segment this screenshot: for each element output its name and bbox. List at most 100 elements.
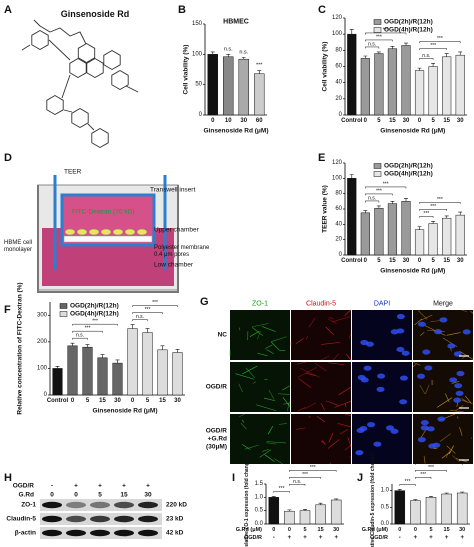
- band: [66, 529, 86, 537]
- western-blot: OGD/R - + + + + G.Rd 0 0 5 15 30 ZO-1 220 kD Claudin-5…: [6, 483, 187, 539]
- significance-bracket: [365, 39, 393, 42]
- x-tick-label: 15: [444, 527, 450, 533]
- bar: [425, 497, 437, 525]
- band: [42, 529, 62, 537]
- bar: [428, 66, 438, 116]
- fiber: [298, 378, 312, 388]
- significance: ***: [437, 36, 443, 42]
- bar: [414, 70, 425, 116]
- error-bar: [226, 54, 231, 57]
- nucleus: [401, 350, 410, 356]
- error-bar: [100, 354, 105, 358]
- legend-label: OGD(2h)/R(12h): [384, 163, 433, 170]
- nucleus: [424, 365, 433, 371]
- x-axis-label: G.Rd (μM): [236, 527, 262, 533]
- y-tick-label: 0: [339, 252, 343, 258]
- bar: [330, 499, 342, 525]
- significance: ***: [302, 472, 308, 478]
- ring: [91, 127, 109, 149]
- y-tick-label: 100: [332, 31, 343, 37]
- significance: ***: [145, 307, 151, 313]
- x-tick-label: 0: [131, 398, 135, 404]
- significance-bracket: [415, 477, 432, 479]
- y-tick-label: 0: [199, 112, 203, 118]
- fiber: [256, 404, 277, 412]
- ring: [69, 57, 87, 79]
- legend-label: OGD(4h)/R(12h): [384, 171, 433, 178]
- molecular-structure: [21, 19, 139, 149]
- fiber: [452, 455, 460, 462]
- significance-bracket: [419, 58, 434, 60]
- micrograph: [230, 310, 290, 360]
- fiber: [339, 429, 349, 435]
- x-tick-label: 0: [364, 258, 368, 264]
- nucleus: [363, 365, 372, 371]
- significance: ***: [376, 34, 382, 40]
- fiber: [287, 402, 290, 411]
- micrograph: [230, 414, 290, 464]
- x-axis-label: OGD/R: [244, 535, 262, 541]
- error-bar: [431, 62, 436, 67]
- band: [90, 515, 110, 523]
- fiber: [261, 326, 276, 332]
- y-axis-label: Cell viability (%): [183, 45, 190, 95]
- y-tick-label: 0.5: [255, 508, 264, 514]
- fiber: [349, 456, 352, 458]
- x-tick-label: 10: [225, 118, 232, 124]
- y-axis-label: TEER value (%): [322, 185, 329, 233]
- treatment-value: 5: [98, 492, 102, 499]
- fiber: [327, 318, 337, 325]
- nucleus: [417, 437, 426, 443]
- band-name: ZO-1: [21, 502, 36, 509]
- condition-label: NC: [218, 332, 228, 339]
- ring: [31, 29, 49, 51]
- error-bar: [413, 499, 418, 501]
- nucleus: [355, 450, 364, 456]
- legend-swatch: [373, 19, 382, 25]
- fiber: [267, 426, 274, 435]
- fiber: [412, 363, 417, 368]
- micrograph: [291, 310, 351, 360]
- nucleus: [449, 377, 458, 383]
- treatment-value: 15: [120, 492, 128, 499]
- significance: ***: [423, 211, 429, 217]
- panel-label: H: [4, 472, 12, 484]
- significance: ***: [428, 465, 434, 471]
- band-size: 220 kD: [166, 502, 187, 509]
- significance-bracket: [365, 200, 380, 203]
- fiber: [268, 389, 275, 400]
- cell-monolayer: [64, 228, 148, 236]
- x-tick-label: 15: [443, 118, 450, 124]
- nucleus: [462, 329, 471, 335]
- error-bar: [444, 215, 449, 219]
- error-bar: [318, 502, 323, 505]
- significance-bracket: [132, 305, 178, 308]
- channel-header: Merge: [433, 301, 453, 308]
- fiber: [433, 447, 438, 450]
- fiber: [436, 397, 453, 408]
- y-tick-label: 50: [195, 82, 202, 88]
- bar: [387, 48, 398, 116]
- fiber: [441, 451, 451, 459]
- micrograph: [291, 414, 351, 464]
- fiber: [327, 439, 340, 449]
- fiber: [423, 455, 426, 465]
- fiber: [257, 352, 268, 357]
- error-bar: [160, 345, 165, 350]
- x-axis-label: OGD/R: [370, 535, 388, 541]
- y-tick-label: 100: [37, 365, 48, 371]
- x-tick-label: 0: [398, 527, 401, 533]
- fiber: [305, 372, 316, 377]
- band-size: 23 kD: [166, 516, 184, 523]
- significance: ***: [152, 300, 158, 306]
- fiber: [446, 445, 456, 454]
- fiber: [265, 442, 277, 445]
- bar: [414, 229, 425, 256]
- bar: [456, 492, 468, 525]
- nucleus: [417, 373, 426, 379]
- fiber: [420, 332, 425, 336]
- fiber: [271, 341, 280, 351]
- x-tick-label: 0: [364, 118, 368, 124]
- fiber: [459, 350, 474, 360]
